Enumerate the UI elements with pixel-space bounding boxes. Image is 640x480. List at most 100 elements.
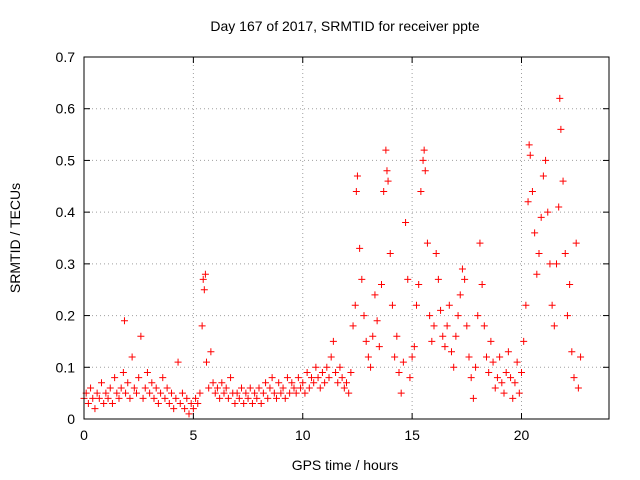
data-point (316, 384, 324, 392)
data-point (323, 363, 331, 371)
data-point (533, 270, 541, 278)
data-point (257, 399, 265, 407)
data-point (351, 301, 359, 309)
data-point (430, 322, 438, 330)
data-point (270, 389, 278, 397)
x-tick-label: 5 (189, 427, 197, 443)
data-point (454, 312, 462, 320)
y-tick-label: 0.4 (56, 204, 76, 220)
data-point (513, 358, 521, 366)
data-point (371, 291, 379, 299)
data-point (251, 389, 259, 397)
data-point (198, 322, 206, 330)
data-point (297, 384, 305, 392)
y-tick-labels: 0 0.1 0.2 0.3 0.4 0.5 0.6 0.7 (56, 49, 76, 427)
data-point (502, 368, 510, 376)
data-point (299, 379, 307, 387)
data-point (493, 374, 501, 382)
data-point (143, 368, 151, 376)
data-point (420, 146, 428, 154)
data-point (222, 384, 230, 392)
data-point (259, 389, 267, 397)
data-point (192, 394, 200, 402)
data-point (312, 363, 320, 371)
data-point (423, 239, 431, 247)
y-tick-label: 0.6 (56, 101, 76, 117)
data-point (124, 379, 132, 387)
data-point (194, 399, 202, 407)
data-point (445, 301, 453, 309)
data-points (80, 94, 585, 418)
data-point (321, 379, 329, 387)
data-point (283, 374, 291, 382)
data-point (334, 379, 342, 387)
data-point (373, 317, 381, 325)
data-point (157, 389, 165, 397)
data-point (378, 281, 385, 289)
data-point (108, 399, 116, 407)
data-point (150, 394, 158, 402)
data-point (518, 368, 525, 376)
data-point (574, 384, 582, 392)
data-point (137, 332, 145, 340)
data-point (146, 389, 154, 397)
data-point (548, 301, 556, 309)
data-point (200, 286, 208, 294)
data-point (358, 275, 366, 283)
data-point (303, 368, 311, 376)
data-point (542, 156, 550, 164)
data-point (216, 394, 224, 402)
data-point (318, 368, 326, 376)
data-point (395, 368, 403, 376)
data-point (417, 187, 425, 195)
data-point (546, 260, 554, 268)
data-point (89, 394, 97, 402)
data-point (448, 348, 455, 356)
data-point (336, 363, 344, 371)
data-point (487, 337, 495, 345)
data-point (535, 250, 543, 258)
y-tick-label: 0.3 (56, 256, 76, 272)
data-point (178, 389, 186, 397)
data-point (246, 384, 254, 392)
data-point (550, 322, 558, 330)
data-point (122, 389, 130, 397)
data-point (189, 405, 197, 413)
data-point (308, 374, 315, 382)
data-point (154, 399, 162, 407)
data-point (203, 358, 210, 366)
data-point (248, 399, 256, 407)
data-point (544, 208, 552, 216)
data-point (478, 281, 486, 289)
data-point (384, 177, 392, 185)
data-point (347, 368, 355, 376)
data-point (382, 146, 390, 154)
data-point (450, 363, 458, 371)
data-point (286, 389, 294, 397)
data-point (294, 374, 302, 382)
data-point (537, 213, 545, 221)
data-point (211, 389, 219, 397)
data-point (520, 337, 528, 345)
data-point (327, 353, 335, 361)
data-point (428, 337, 436, 345)
data-point (242, 389, 250, 397)
y-tick-label: 0.2 (56, 308, 76, 324)
data-point (406, 374, 414, 382)
data-point (441, 343, 449, 351)
data-point (498, 379, 506, 387)
data-point (281, 394, 289, 402)
data-point (218, 379, 226, 387)
data-point (174, 358, 182, 366)
data-point (314, 374, 322, 382)
data-point (568, 348, 576, 356)
data-point (404, 275, 412, 283)
data-point (577, 353, 585, 361)
data-point (525, 141, 533, 149)
axis-ticks (83, 56, 609, 420)
data-point (491, 384, 499, 392)
data-point (255, 384, 263, 392)
data-point (489, 358, 497, 366)
data-point (557, 125, 565, 133)
